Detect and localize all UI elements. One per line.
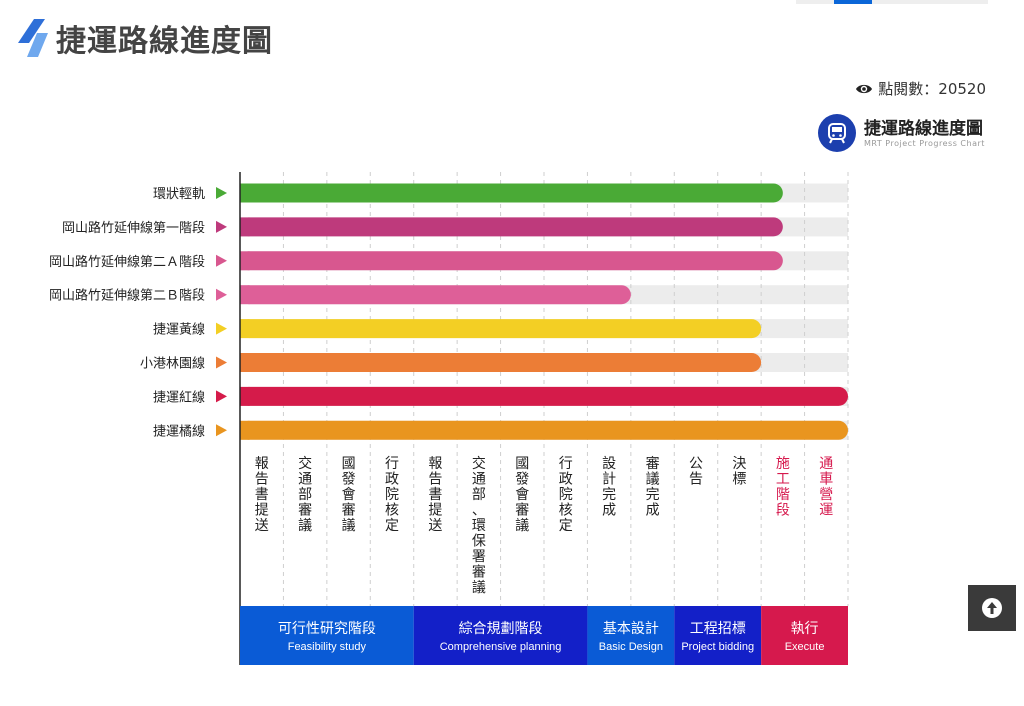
stage-label: 交通部、環保署審議 xyxy=(472,455,486,596)
phase-sublabel: Feasibility study xyxy=(288,641,367,653)
phase-label: 執行 xyxy=(791,621,819,637)
stage-label: 國發會審議 xyxy=(515,456,529,534)
stage-label: 決標 xyxy=(732,456,746,488)
line-label: 小港林園線 xyxy=(140,356,205,372)
slash-stripes-icon xyxy=(18,19,48,57)
progress-bar-start xyxy=(240,285,250,305)
stage-label: 行政院核定 xyxy=(385,456,399,534)
top-tab-active-indicator xyxy=(834,0,872,4)
scroll-to-top-button[interactable] xyxy=(968,585,1016,631)
line-label: 岡山路竹延伸線第二Ａ階段 xyxy=(49,254,205,270)
phase-label: 基本設計 xyxy=(603,620,659,637)
stage-label: 行政院核定 xyxy=(559,456,573,534)
metro-train-icon xyxy=(818,114,856,152)
phase-block xyxy=(413,606,588,665)
view-count-label: 點閱數：20520 xyxy=(878,80,986,98)
phase-block xyxy=(761,606,848,665)
phase-label: 工程招標 xyxy=(690,621,746,637)
line-marker xyxy=(216,322,227,335)
line-marker xyxy=(216,356,227,369)
line-label: 捷運紅線 xyxy=(153,389,205,405)
line-marker xyxy=(216,288,227,301)
line-marker xyxy=(216,254,227,267)
logo-title: 捷運路線進度圖 xyxy=(864,118,983,139)
phase-sublabel: Project bidding xyxy=(681,641,754,653)
line-marker xyxy=(216,220,227,233)
stage-label: 交通部審議 xyxy=(298,455,312,534)
logo-subtitle: MRT Project Progress Chart xyxy=(864,138,985,148)
stage-label: 施工階段 xyxy=(776,456,790,519)
progress-bar-start xyxy=(240,251,250,271)
progress-bar-start xyxy=(240,386,250,406)
progress-bar xyxy=(240,183,783,203)
progress-bar-start xyxy=(240,353,250,372)
arrow-up-icon xyxy=(982,598,1002,618)
progress-bar-start xyxy=(240,183,250,203)
brand-logo: 捷運路線進度圖 MRT Project Progress Chart xyxy=(818,114,985,152)
stage-label: 報告書提送 xyxy=(255,456,269,534)
stage-label: 設計完成 xyxy=(602,456,616,519)
line-label: 岡山路竹延伸線第二Ｂ階段 xyxy=(49,288,205,304)
page-header: 捷運路線進度圖 xyxy=(18,18,273,59)
line-marker xyxy=(216,390,227,403)
phase-label: 綜合規劃階段 xyxy=(459,621,543,637)
eye-icon xyxy=(856,84,873,93)
line-label: 環狀輕軌 xyxy=(153,186,205,202)
progress-bar-start xyxy=(240,420,250,440)
line-marker xyxy=(216,424,227,437)
top-tab-strip xyxy=(796,0,988,4)
view-counter: 點閱數：20520 xyxy=(855,78,986,99)
stage-label: 國發會審議 xyxy=(342,456,356,534)
progress-bar xyxy=(240,251,783,271)
progress-bar-start xyxy=(240,217,250,237)
progress-bar xyxy=(240,285,631,305)
progress-bar-start xyxy=(240,319,250,339)
progress-bar xyxy=(240,420,848,440)
progress-bar xyxy=(240,353,762,372)
phase-sublabel: Execute xyxy=(785,641,825,653)
stage-label: 審議完成 xyxy=(646,456,660,519)
phase-block xyxy=(240,606,414,665)
line-label: 捷運橘線 xyxy=(153,423,205,439)
phase-label: 可行性研究階段 xyxy=(278,621,376,637)
progress-bar xyxy=(240,319,762,339)
progress-bar xyxy=(240,386,848,406)
phase-sublabel: Basic Design xyxy=(599,641,663,653)
line-label: 捷運黃線 xyxy=(153,322,205,338)
stage-label: 通車營運 xyxy=(819,456,833,519)
progress-bar xyxy=(240,217,783,237)
phase-block xyxy=(587,606,675,665)
page-title: 捷運路線進度圖 xyxy=(56,24,273,59)
phase-sublabel: Comprehensive planning xyxy=(440,641,562,653)
line-marker xyxy=(216,187,227,199)
stage-label: 報告書提送 xyxy=(428,456,442,534)
line-label: 岡山路竹延伸線第一階段 xyxy=(62,220,205,236)
stage-label: 公告 xyxy=(689,456,703,488)
phase-block xyxy=(674,606,762,665)
